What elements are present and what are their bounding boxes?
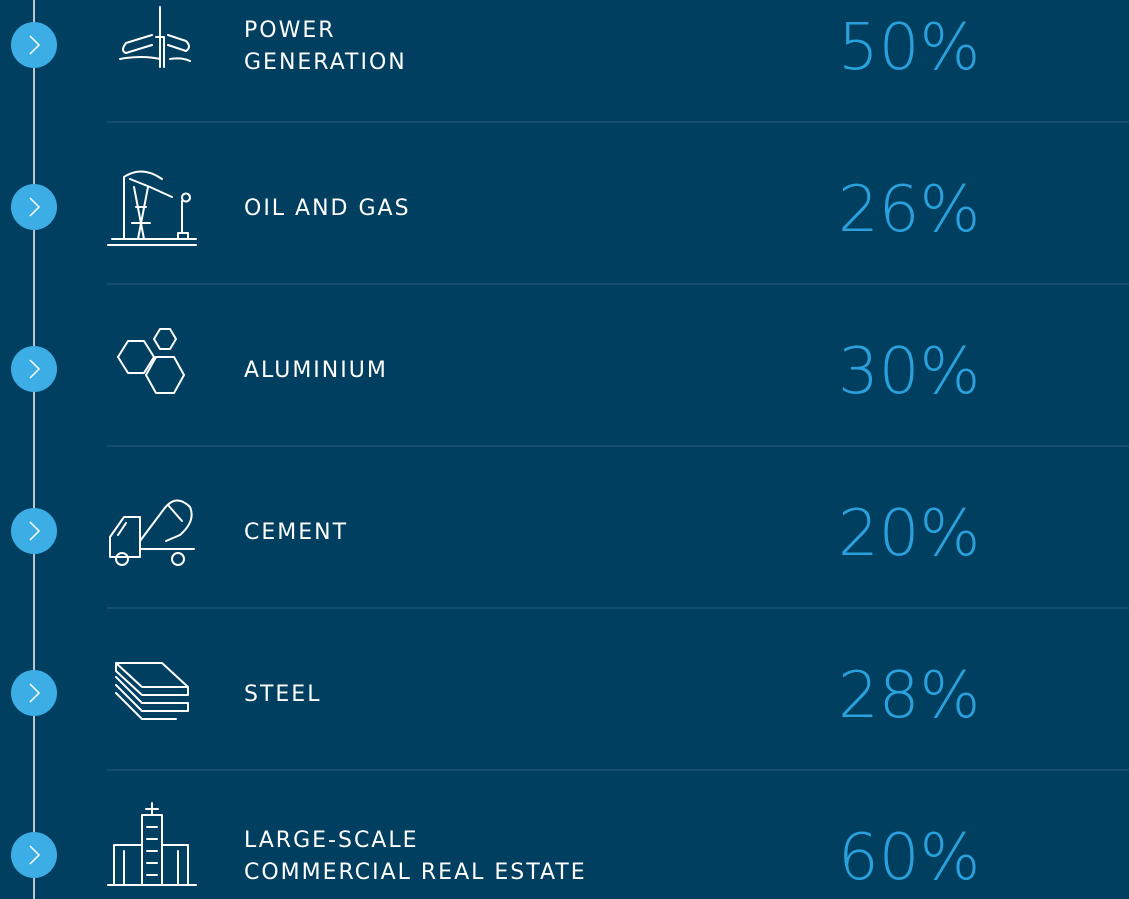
step-marker bbox=[11, 184, 57, 230]
sector-value: 50% bbox=[838, 11, 980, 85]
sector-label: CEMENT bbox=[244, 520, 348, 545]
sector-label: ALUMINIUM bbox=[244, 358, 388, 383]
sector-value: 26% bbox=[838, 173, 980, 247]
step-marker bbox=[11, 670, 57, 716]
chevron bbox=[29, 359, 41, 379]
sector-icon bbox=[109, 499, 195, 566]
step-marker bbox=[11, 832, 57, 878]
step-marker bbox=[11, 22, 57, 68]
sector-icon bbox=[115, 662, 189, 720]
sector-value: 30% bbox=[838, 335, 980, 409]
sector-label: GENERATION bbox=[244, 50, 407, 75]
chevron bbox=[29, 845, 41, 865]
step-marker bbox=[11, 508, 57, 554]
sector-icon bbox=[117, 328, 185, 394]
sector-label: POWER bbox=[244, 18, 336, 43]
sector-icon bbox=[119, 6, 191, 68]
sector-label: LARGE-SCALE bbox=[244, 828, 419, 853]
sector-icon bbox=[107, 170, 197, 246]
sector-value: 28% bbox=[838, 659, 980, 733]
sector-label: STEEL bbox=[244, 682, 321, 707]
sector-label: COMMERCIAL REAL ESTATE bbox=[244, 860, 587, 885]
chevron bbox=[29, 521, 41, 541]
sector-value: 20% bbox=[838, 497, 980, 571]
chevron bbox=[29, 683, 41, 703]
sector-icon bbox=[107, 802, 197, 886]
chevron bbox=[29, 197, 41, 217]
sector-label: OIL AND GAS bbox=[244, 196, 411, 221]
step-marker bbox=[11, 346, 57, 392]
chevron bbox=[29, 35, 41, 55]
sector-value: 60% bbox=[838, 821, 980, 895]
